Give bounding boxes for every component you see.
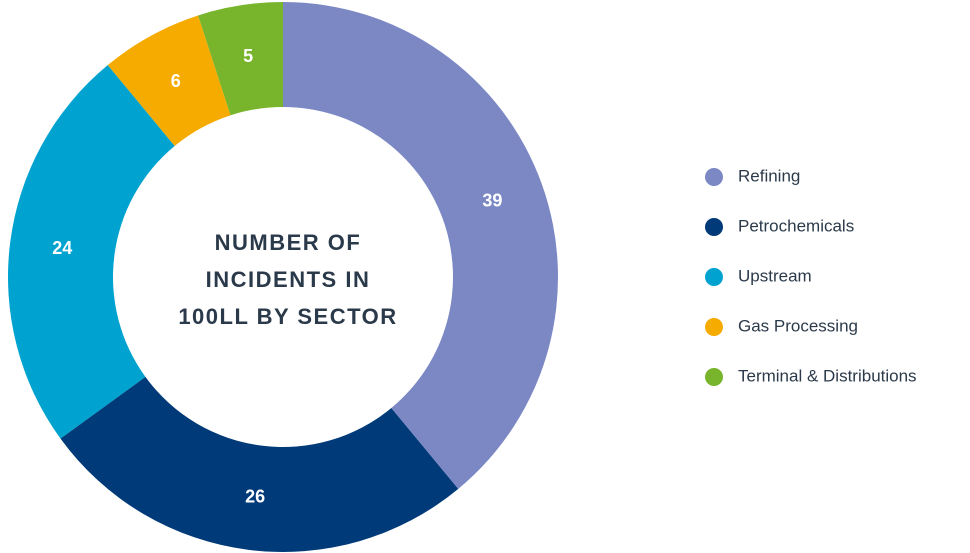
data-label: 6 (171, 71, 181, 91)
chart-title: INCIDENTS IN (206, 267, 371, 292)
data-label: 26 (245, 486, 265, 506)
legend-label: Petrochemicals (738, 216, 854, 235)
legend-label: Gas Processing (738, 316, 858, 335)
donut-slice (107, 15, 231, 147)
chart-title: NUMBER OF (215, 230, 362, 255)
legend-swatch (705, 218, 723, 236)
legend-swatch (705, 318, 723, 336)
legend-swatch (705, 368, 723, 386)
legend-label: Terminal & Distributions (738, 366, 917, 385)
legend-label: Upstream (738, 266, 812, 285)
legend-label: Refining (738, 166, 800, 185)
data-label: 5 (243, 46, 253, 66)
donut-slice (198, 2, 283, 116)
donut-slice (283, 2, 558, 489)
legend-swatch (705, 168, 723, 186)
legend-swatch (705, 268, 723, 286)
data-label: 39 (482, 190, 502, 210)
chart-title: 100LL BY SECTOR (178, 304, 397, 329)
data-label: 24 (52, 238, 72, 258)
donut-slice (7, 65, 175, 439)
donut-slice (60, 376, 459, 552)
